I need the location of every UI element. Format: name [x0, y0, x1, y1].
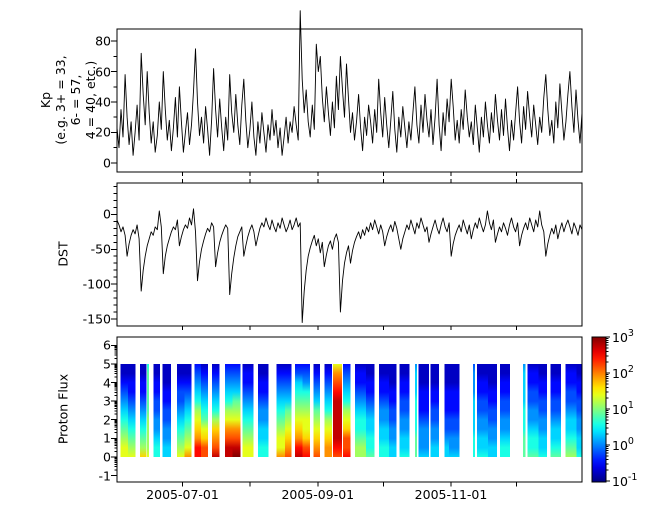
colorbar-tick-label: 10-1 — [612, 471, 638, 490]
flux-ytick-label: 1 — [103, 430, 111, 446]
kp-ytick-label: 20 — [95, 124, 111, 140]
dst-ytick-label: 0 — [103, 206, 111, 222]
proton-flux-band — [232, 364, 241, 457]
flux-ytick-label: 4 — [103, 375, 111, 390]
flux-ytick-label: -1 — [98, 468, 111, 483]
colorbar-gradient — [592, 337, 606, 482]
proton-flux-band — [225, 364, 233, 457]
proton-flux-band — [139, 364, 147, 457]
proton-flux-band — [576, 364, 582, 457]
proton-flux-band — [379, 364, 389, 457]
proton-flux-band — [500, 364, 510, 457]
proton-flux-ylabel: Proton Flux — [55, 373, 71, 445]
colorbar-tick-label: 100 — [612, 435, 634, 454]
proton-flux-band — [444, 364, 449, 457]
kp-ytick-label: 80 — [95, 33, 111, 49]
flux-ytick-label: 2 — [103, 412, 111, 428]
proton-flux-band — [343, 364, 351, 457]
flux-ytick-label: 3 — [103, 393, 111, 409]
proton-flux-band — [355, 364, 366, 457]
proton-flux-band — [194, 364, 201, 457]
kp-ylabel-line: (e.g. 3+ = 33, — [53, 55, 68, 145]
axes-frames-and-ticks — [111, 28, 610, 487]
proton-flux-band — [276, 364, 286, 457]
proton-flux-band — [527, 364, 539, 457]
x-date-label: 2005-11-01 — [414, 487, 488, 502]
proton-flux-band — [324, 364, 332, 457]
flux-ytick-label: 0 — [103, 449, 111, 465]
proton-flux-band — [153, 364, 161, 457]
dst-ylabel: DST — [55, 241, 71, 267]
kp-ytick-label: 0 — [103, 155, 111, 171]
proton-flux-band — [162, 364, 172, 457]
kp-series-line — [116, 10, 583, 156]
proton-flux-band — [430, 364, 439, 457]
x-date-label: 2005-09-01 — [281, 487, 355, 502]
proton-flux-band — [472, 364, 475, 457]
proton-flux-band — [201, 364, 209, 457]
proton-flux-band — [538, 364, 547, 457]
kp-ytick-label: 60 — [95, 64, 111, 80]
proton-flux-band — [313, 364, 320, 457]
dst-ytick-label: -100 — [82, 276, 111, 292]
proton-flux-band — [388, 364, 397, 457]
colorbar-tick-label: 103 — [612, 327, 634, 346]
kp-ylabel-line: Kp — [38, 91, 53, 109]
proton-flux-band — [294, 364, 303, 457]
flux-ytick-label: 6 — [103, 337, 111, 353]
dst-ytick-label: -150 — [82, 311, 111, 327]
proton-flux-band — [565, 364, 577, 457]
proton-flux-band — [550, 364, 562, 457]
proton-flux-band — [418, 364, 430, 457]
colorbar-tick-label: 101 — [612, 399, 634, 418]
proton-flux-band — [523, 364, 526, 457]
kp-ytick-label: 40 — [95, 94, 111, 110]
proton-flux-band — [365, 364, 375, 457]
proton-flux-band — [477, 364, 489, 457]
proton-flux-band — [257, 364, 269, 457]
proton-flux-band — [399, 364, 410, 457]
proton-flux-band — [242, 364, 254, 457]
proton-flux-band — [120, 364, 128, 457]
kp-ylabel-line: 6- = 57, — [68, 74, 83, 126]
proton-flux-band — [448, 364, 460, 457]
proton-flux-band — [177, 364, 185, 457]
colorbar-tick-label: 102 — [612, 363, 634, 382]
proton-flux-band — [184, 364, 192, 457]
kp-ylabel: Kp (e.g. 3+ = 33, 6- = 57, 4 = 40, etc.) — [38, 55, 98, 144]
dst-series-line — [116, 208, 583, 323]
flux-ytick-label: 5 — [103, 356, 111, 372]
proton-flux-band — [146, 364, 149, 457]
proton-flux-band — [415, 364, 418, 457]
proton-flux-band — [285, 364, 292, 457]
x-date-label: 2005-07-01 — [146, 487, 219, 502]
proton-flux-band — [212, 364, 220, 457]
proton-flux-band — [333, 364, 342, 457]
proton-flux-band — [302, 364, 311, 457]
proton-flux-band — [488, 364, 497, 457]
dst-ytick-label: -50 — [90, 241, 111, 257]
proton-flux-band — [127, 364, 136, 457]
